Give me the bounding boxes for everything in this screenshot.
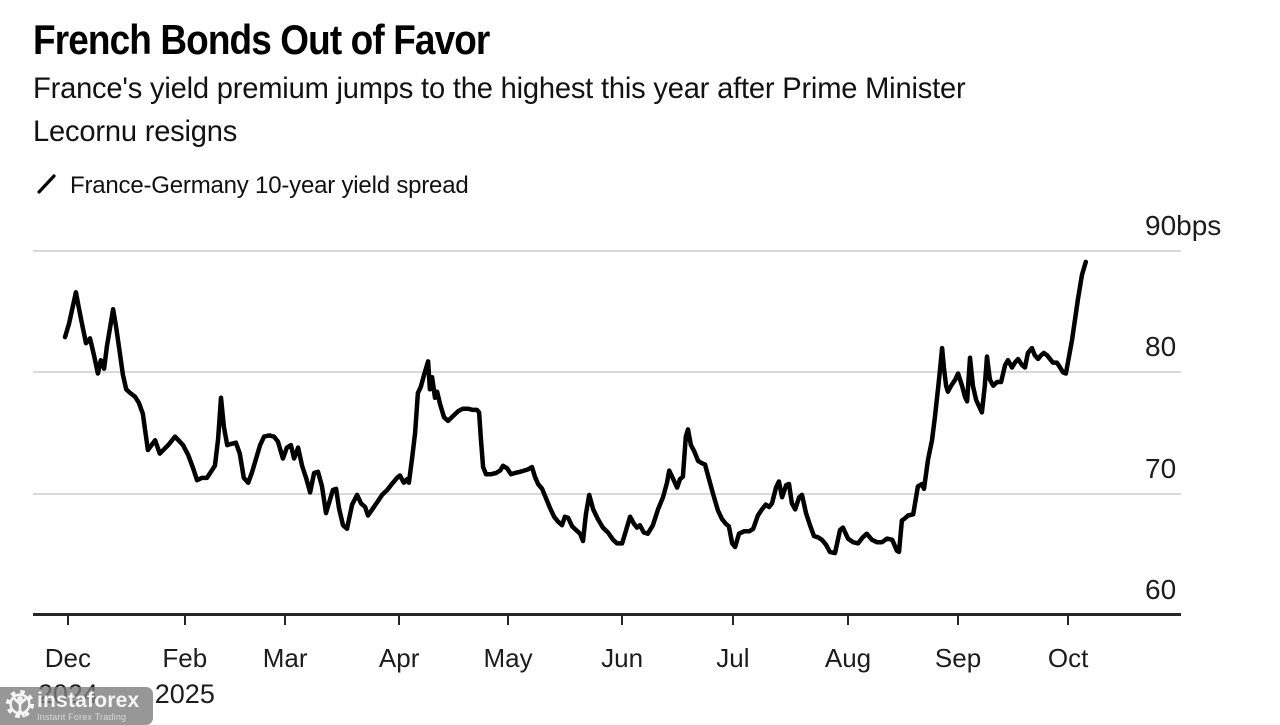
y-gridline-80 — [33, 371, 1181, 374]
x-tick-sep — [957, 615, 960, 625]
y-gridline-90 — [33, 250, 1181, 252]
x-tick-jun — [621, 615, 624, 625]
watermark-brand: instaforex — [37, 689, 140, 712]
instaforex-gear-icon — [5, 688, 35, 725]
x-axis-label-apr: Apr — [378, 643, 420, 673]
x-tick-feb — [183, 615, 186, 625]
x-axis-label-jul: Jul — [716, 643, 750, 673]
x-tick-aug — [847, 615, 849, 625]
chart-subtitle-line-2: Lecornu resigns — [33, 115, 238, 148]
yield-spread-series-line — [62, 259, 1089, 556]
x-axis-label-feb: Feb — [162, 643, 208, 673]
x-axis-label-sep: Sep — [934, 643, 982, 673]
x-tick-may — [507, 615, 510, 625]
x-axis-label-may: May — [483, 643, 533, 673]
chart-title: French Bonds Out of Favor — [33, 16, 490, 63]
legend-label: France-Germany 10-year yield spread — [70, 172, 469, 199]
legend: France-Germany 10-year yield spread — [36, 172, 469, 200]
watermark-tagline: Instant Forex Trading — [37, 712, 127, 722]
x-axis-label-jun: Jun — [601, 643, 644, 673]
x-axis-label-dec: Dec — [44, 643, 92, 673]
x-tick-mar — [284, 615, 287, 625]
x-tick-dec — [66, 615, 69, 625]
y-axis-label-90: 90bps — [1145, 210, 1222, 241]
x-tick-jul — [731, 615, 734, 625]
chart-subtitle-line-1: France's yield premium jumps to the high… — [33, 72, 966, 105]
y-axis-label-70: 70 — [1145, 452, 1177, 484]
x-axis-year-2025: 2025 — [154, 679, 215, 709]
instaforex-watermark: instaforex Instant Forex Trading — [0, 687, 153, 725]
x-axis-label-aug: Aug — [824, 643, 872, 673]
x-tick-oct — [1067, 615, 1070, 625]
y-axis-label-60: 60 — [1145, 573, 1177, 605]
y-gridline-70 — [33, 492, 1181, 495]
diagonal-line-legend-icon — [36, 173, 58, 200]
y-axis-label-80: 80 — [1145, 331, 1177, 363]
x-tick-apr — [398, 615, 401, 625]
x-axis-label-oct: Oct — [1047, 643, 1089, 673]
x-axis-line — [33, 613, 1181, 616]
x-axis-label-mar: Mar — [262, 643, 308, 673]
